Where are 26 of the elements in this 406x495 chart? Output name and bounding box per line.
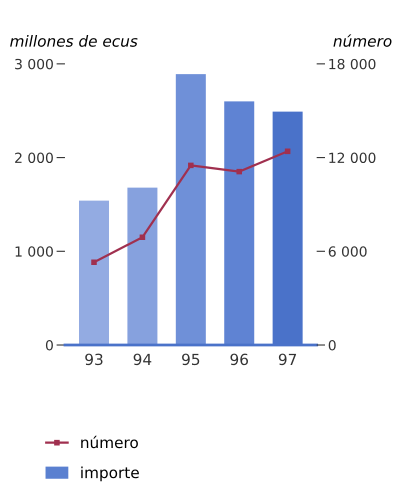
bar [176, 74, 206, 346]
y-tick-label: 1 000 [16, 246, 53, 257]
y2-tick-label: 6 000 [328, 246, 367, 257]
legend-label: importe [81, 466, 139, 482]
point [140, 234, 146, 240]
y-axis-title: millones de ecus [10, 35, 138, 47]
bar [224, 101, 254, 346]
point [188, 162, 194, 168]
x-tick-label: 94 [134, 354, 152, 366]
legend-label: número [81, 436, 138, 448]
y2-tick-label: 18 000 [329, 58, 376, 70]
point [284, 148, 290, 154]
x-tick-label: 97 [278, 354, 296, 366]
bar [127, 188, 158, 346]
y-tick-label: 3 000 [15, 58, 53, 70]
point [91, 259, 97, 266]
bar [79, 200, 110, 346]
x-tick-label: 95 [182, 354, 200, 366]
y2-tick-label: 0 [328, 340, 336, 350]
y-tick-label: 0 [46, 340, 53, 350]
y2-axis-title: número [333, 34, 392, 47]
y-tick-label: 2 000 [15, 152, 53, 164]
point [236, 168, 242, 174]
y2-tick-label: 12 000 [329, 152, 376, 164]
x-tick-label: 93 [85, 354, 102, 366]
x-tick-label: 96 [230, 354, 248, 366]
